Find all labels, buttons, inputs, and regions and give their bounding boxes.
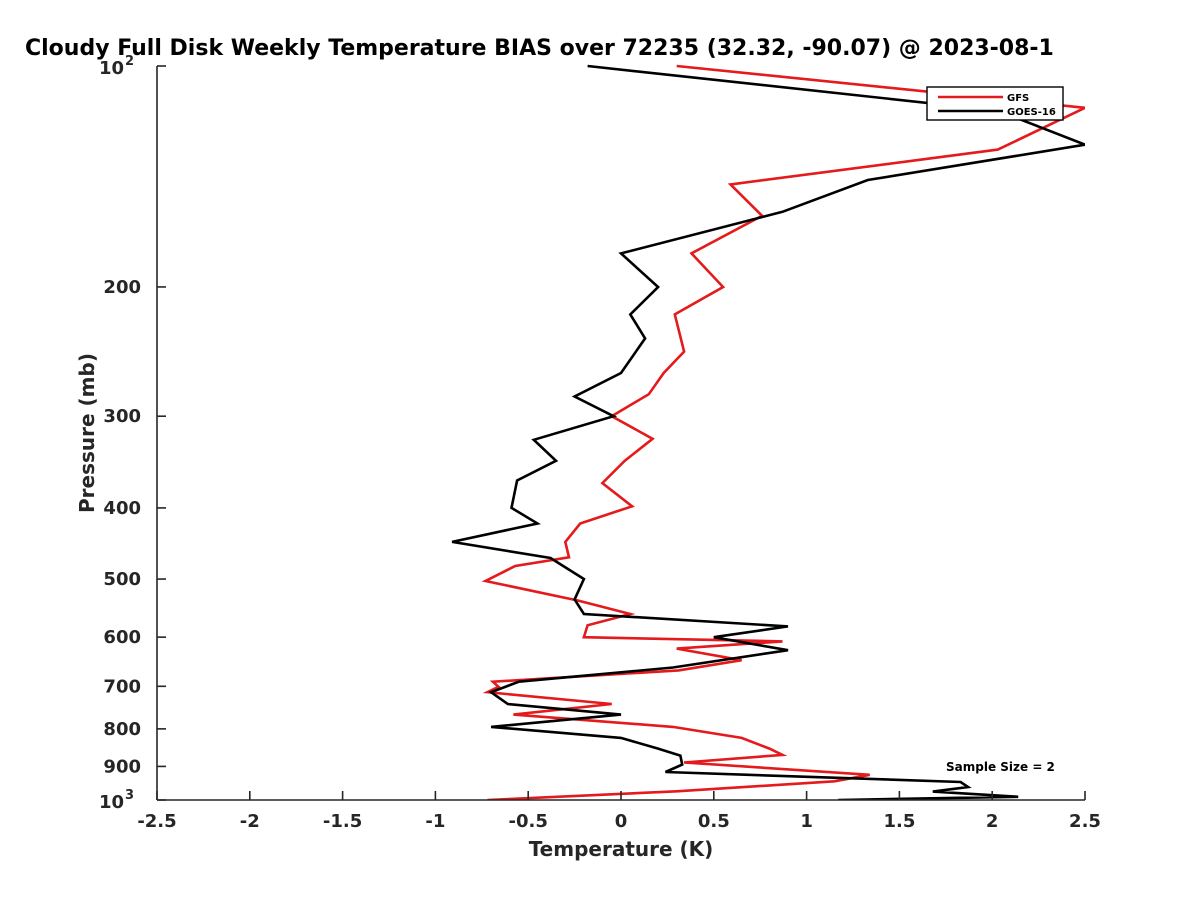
- x-tick-label: -1.5: [323, 811, 362, 832]
- series-line-goes-16: [451, 64, 1085, 800]
- series-line-gfs: [481, 64, 1085, 800]
- x-tick-label: 0: [615, 811, 628, 832]
- y-axis-label: Pressure (mb): [75, 353, 99, 513]
- y-tick-label: 400: [103, 498, 141, 519]
- x-tick-label: -1: [425, 811, 445, 832]
- x-tick-label: 2: [986, 811, 999, 832]
- legend: GFS GOES-16: [926, 86, 1064, 121]
- y-tick-label-power: 10: [99, 58, 124, 79]
- y-tick-label-exponent: 2: [125, 54, 134, 69]
- y-tick-label: 900: [103, 756, 141, 777]
- y-tick-label: 600: [103, 627, 141, 648]
- y-tick-label: 700: [103, 676, 141, 697]
- x-tick-label: 1: [800, 811, 813, 832]
- axes-layer: -2.5 -2 -1.5 -1 -0.5 0 0.5 1 1.5 2 2.5 200 300 400 500…: [99, 54, 1101, 832]
- x-tick-label: -0.5: [509, 811, 548, 832]
- x-tick-label: -2.5: [137, 811, 176, 832]
- x-tick-label: 2.5: [1069, 811, 1101, 832]
- x-tick-label: 0.5: [698, 811, 730, 832]
- y-tick-label-exponent: 3: [125, 788, 134, 803]
- legend-label: GOES-16: [1007, 107, 1056, 118]
- legend-label: GFS: [1007, 93, 1029, 104]
- y-tick-label: 800: [103, 719, 141, 740]
- x-tick-label: 1.5: [883, 811, 915, 832]
- y-tick-label: 300: [103, 406, 141, 427]
- legend-box: [926, 86, 1064, 121]
- series-layer: [451, 64, 1085, 800]
- x-tick-label: -2: [240, 811, 260, 832]
- x-axis-label: Temperature (K): [529, 837, 714, 861]
- sample-size-annotation: Sample Size = 2: [946, 760, 1055, 774]
- y-tick-label-power: 10: [99, 792, 124, 813]
- y-tick-label: 200: [103, 277, 141, 298]
- chart-title: Cloudy Full Disk Weekly Temperature BIAS…: [25, 36, 1054, 61]
- y-tick-label: 500: [103, 569, 141, 590]
